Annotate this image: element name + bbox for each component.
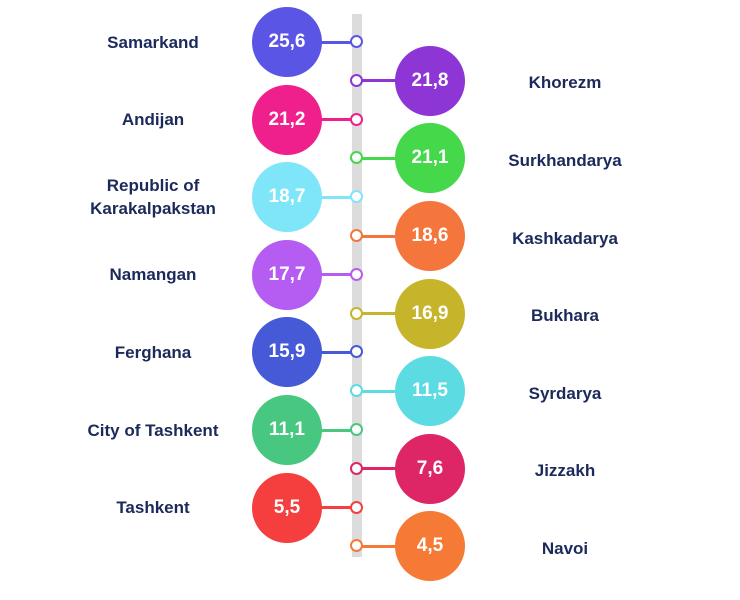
region-label-city-of-tashkent: City of Tashkent [87, 420, 219, 440]
axis-node-city-of-tashkent [350, 423, 363, 436]
value-bubble-syrdarya: 11,5 [395, 356, 465, 427]
axis-node-syrdarya [350, 384, 363, 398]
connector-line-andijan [287, 118, 357, 122]
connector-line-ferghana [287, 350, 357, 354]
axis-node-kashkadarya [350, 229, 363, 242]
value-bubble-navoi: 4,5 [395, 511, 465, 582]
region-label-kashkadarya: Kashkadarya [512, 228, 618, 248]
connector-line-tashkent [287, 506, 357, 510]
region-label-jizzakh: Jizzakh [534, 461, 596, 481]
value-bubble-surkhandarya: 21,1 [395, 123, 465, 194]
connector-line-jizzakh [357, 467, 430, 471]
region-label-surkhandarya: Surkhandarya [508, 150, 622, 170]
value-bubble-city-of-tashkent: 11,1 [252, 395, 322, 465]
axis-node-navoi [350, 539, 363, 553]
axis-node-samarkand [350, 35, 363, 48]
region-label-ferghana: Ferghana [114, 342, 192, 362]
value-bubble-bukhara: 16,9 [395, 278, 465, 349]
axis-node-bukhara [350, 306, 363, 320]
connector-line-samarkand [287, 40, 357, 44]
vertical-axis-bar [352, 14, 362, 557]
region-label-namangan: Namangan [109, 265, 197, 285]
connector-line-navoi [357, 544, 430, 548]
axis-node-jizzakh [350, 461, 363, 475]
region-label-khorezm: Khorezm [528, 73, 602, 93]
axis-node-surkhandarya [350, 151, 363, 165]
axis-node-andijan [350, 112, 363, 126]
region-label-syrdarya: Syrdarya [528, 383, 602, 403]
value-bubble-republic-of-karakalpakstan: 18,7 [252, 162, 322, 233]
region-label-tashkent: Tashkent [116, 498, 190, 518]
value-bubble-samarkand: 25,6 [252, 7, 322, 77]
value-bubble-khorezm: 21,8 [395, 45, 465, 116]
connector-line-syrdarya [357, 389, 430, 393]
connector-line-namangan [287, 273, 357, 277]
value-bubble-kashkadarya: 18,6 [395, 201, 465, 271]
region-label-navoi: Navoi [541, 538, 589, 558]
axis-node-namangan [350, 267, 363, 281]
value-bubble-andijan: 21,2 [252, 84, 322, 155]
value-bubble-namangan: 17,7 [252, 239, 322, 310]
value-bubble-tashkent: 5,5 [252, 472, 322, 543]
axis-node-khorezm [350, 73, 363, 87]
value-bubble-ferghana: 15,9 [252, 317, 322, 388]
axis-node-tashkent [350, 500, 363, 514]
connector-line-khorezm [357, 79, 430, 83]
value-bubble-jizzakh: 7,6 [395, 433, 465, 504]
connector-line-city-of-tashkent [287, 428, 357, 432]
axis-node-republic-of-karakalpakstan [350, 190, 363, 204]
region-label-republic-of-karakalpakstan: Republic of Karakalpakstan [90, 176, 216, 219]
connector-line-kashkadarya [357, 234, 430, 238]
connector-line-republic-of-karakalpakstan [287, 195, 357, 199]
connector-line-surkhandarya [357, 156, 430, 160]
region-label-andijan: Andijan [121, 110, 185, 130]
region-label-samarkand: Samarkand [107, 32, 199, 52]
region-label-bukhara: Bukhara [530, 306, 600, 326]
axis-node-ferghana [350, 345, 363, 359]
connector-line-bukhara [357, 312, 430, 316]
